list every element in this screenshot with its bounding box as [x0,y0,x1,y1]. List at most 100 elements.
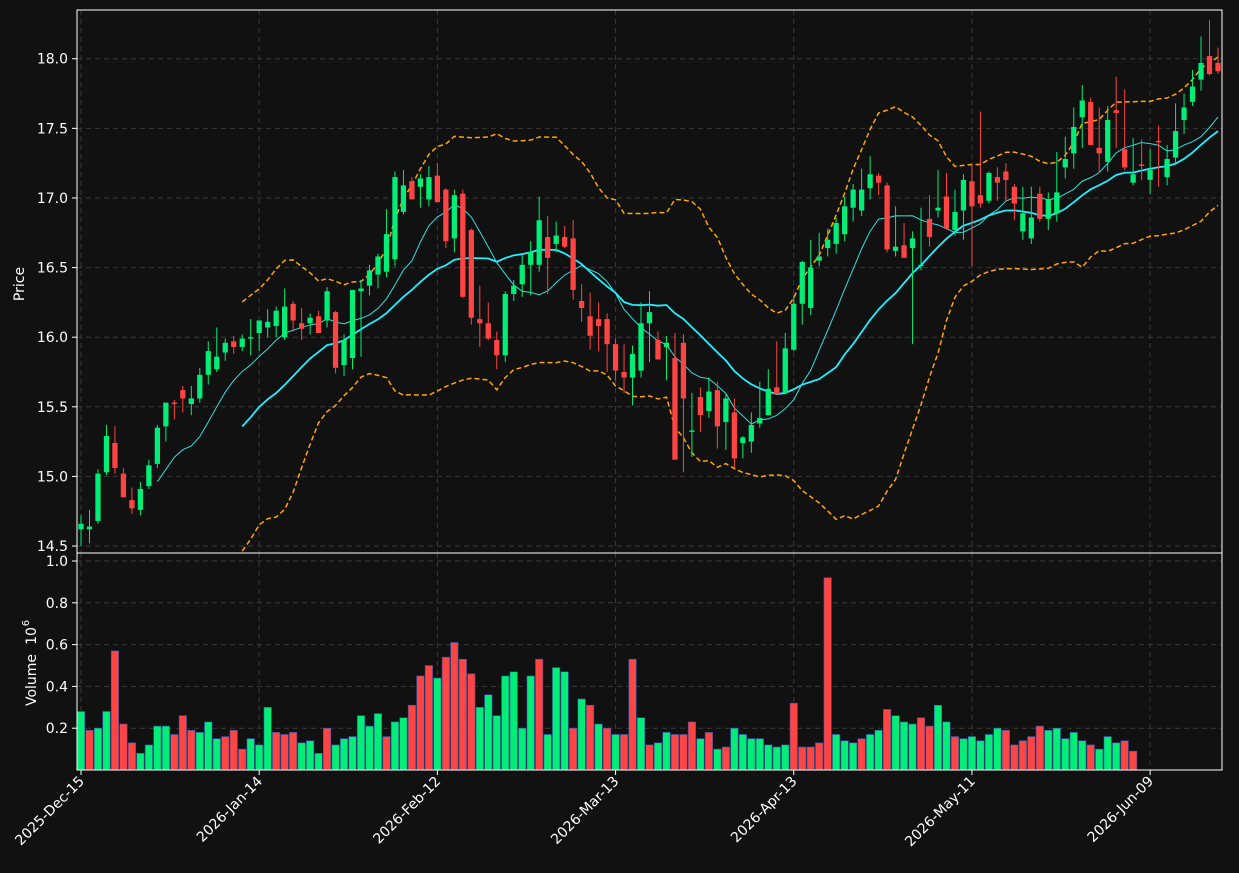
volume-bar [331,744,340,771]
candle-body [197,374,203,399]
volume-bar [967,736,976,771]
candle-body [324,291,330,321]
candle-body [723,398,729,423]
candle-body [858,189,865,211]
volume-bar [1044,729,1053,771]
candle-body [791,303,797,350]
volume-bar [119,723,128,771]
candle-body [120,473,127,498]
volume-bar [1069,732,1078,771]
volume-bar [441,656,450,771]
volume-bar [518,727,527,771]
candle-body [740,437,746,444]
candle-body [222,342,228,353]
volume-bar [704,732,713,771]
volume-bar [594,723,603,771]
candle-body [782,348,788,393]
volume-bar [407,704,416,771]
volume-bar [390,721,399,771]
candle-body [884,185,890,250]
volume-bar [297,742,306,771]
candle-body [451,195,457,239]
volume-bar [636,717,646,771]
volume-bar [526,675,535,771]
candle-body [1062,158,1068,168]
candle-body [477,319,483,324]
candle-body [1122,149,1128,168]
candle-body [562,236,568,247]
volume-bar [399,717,408,771]
volume-tick-label: 0.6 [46,638,68,654]
candle-body [154,427,160,464]
volume-bar [815,742,824,771]
volume-bar [416,675,425,771]
candle-body [519,264,525,285]
candle-body [417,178,424,187]
volume-bar [1035,725,1044,771]
volume-bar [450,642,459,771]
candle-body [231,341,237,347]
volume-bar [764,744,773,771]
candle-body [697,397,704,416]
candle-body [146,465,152,487]
volume-bar [942,721,951,771]
candle-body [383,234,390,272]
volume-bar [781,744,790,771]
candle-body [994,177,1001,183]
volume-panel-frame [76,552,1223,771]
volume-bar [170,734,179,771]
candle-body [95,473,101,521]
volume-bar [1001,729,1010,771]
candle-body [112,443,118,469]
candle-body [969,181,975,207]
candle-body [1215,62,1221,72]
volume-bar [424,665,433,771]
candle-body [205,351,211,375]
volume-bar [272,732,281,771]
candle-body [163,402,169,427]
volume-bar [713,748,722,771]
volume-bar [883,709,892,771]
volume-bar [1052,727,1061,771]
candle-body [86,526,93,530]
candle-body [808,267,814,308]
volume-bar [670,734,679,771]
volume-bar [950,736,959,771]
candle-body [366,270,373,286]
candle-body [1045,199,1051,219]
price-tick-label: 14.5 [37,539,68,555]
candle-body [1181,107,1187,120]
volume-bar [382,736,391,771]
volume-bar [195,732,204,771]
candle-body [545,236,551,258]
volume-bar [1112,742,1121,771]
volume-tick-label: 0.4 [46,679,68,695]
volume-axis-label-base: 10 [24,627,40,645]
candle-body [1172,131,1179,158]
volume-bar [93,727,103,771]
volume-bar [255,744,264,771]
candle-body [1139,164,1145,166]
candle-body [706,391,712,411]
price-tick-label: 17.5 [37,121,68,137]
volume-bar [577,698,586,771]
ma-long-line [241,130,1219,428]
volume-bar [212,738,221,771]
candle-body [239,338,245,347]
volume-bar [662,732,671,771]
candle-body [485,323,491,339]
candle-body [943,196,950,229]
volume-bar [789,702,798,771]
candle-body [468,229,474,318]
volume-bar [721,746,730,771]
candle-body [315,316,322,334]
volume-bar [1129,750,1138,771]
volume-bar [560,671,569,771]
volume-bar [620,734,629,771]
candle-body [867,174,873,189]
volume-bar [603,727,612,771]
candle-body [332,312,339,368]
volume-bar [874,729,883,771]
